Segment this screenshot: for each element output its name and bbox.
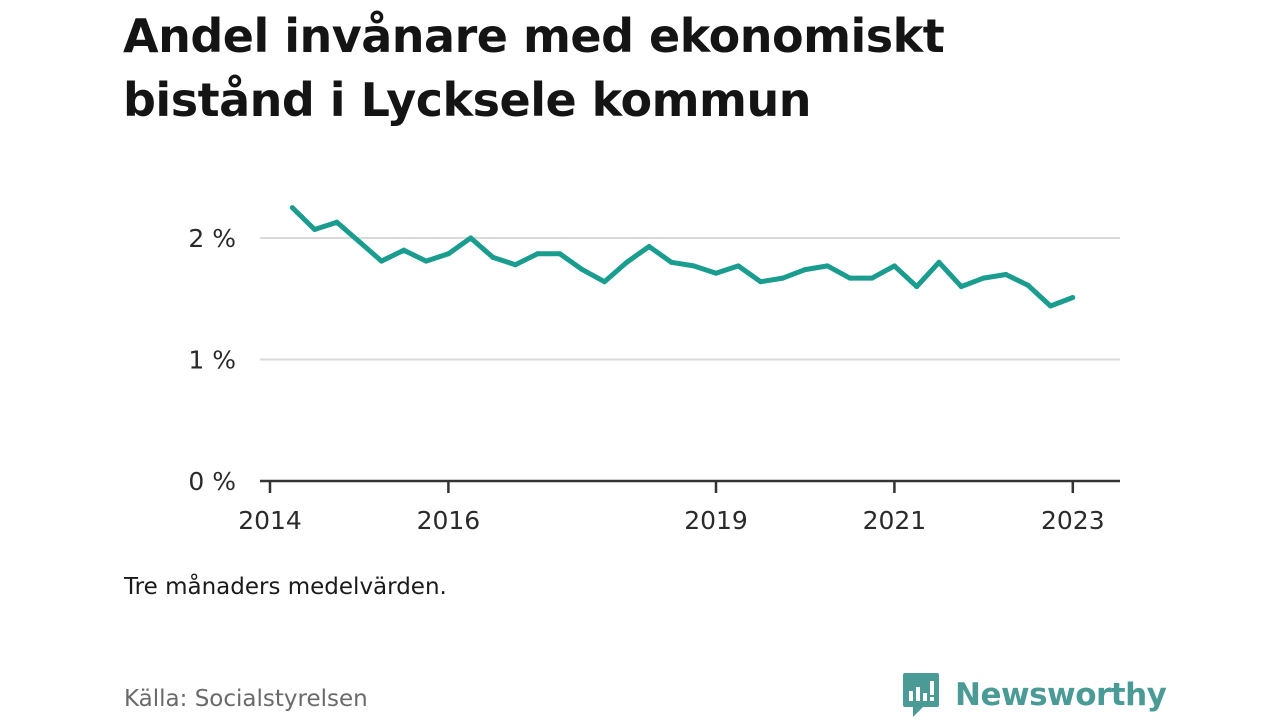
data-point: [825, 263, 830, 269]
gridlines: [260, 237, 1120, 361]
data-point: [602, 279, 607, 285]
data-point: [936, 259, 942, 265]
data-point: [445, 251, 451, 257]
bar-chart-speech-bubble-icon: [903, 673, 939, 717]
data-point: [668, 259, 674, 265]
brand-name: Newsworthy: [955, 677, 1167, 713]
data-point: [512, 262, 518, 268]
data-point: [1025, 282, 1031, 288]
data-point: [401, 247, 407, 253]
data-point: [869, 275, 875, 281]
data-point: [624, 259, 630, 265]
data-point: [891, 263, 897, 269]
data-point: [468, 235, 474, 241]
series-layer: [289, 205, 1076, 309]
data-point: [423, 258, 429, 264]
x-tick-label: 2014: [238, 506, 302, 535]
x-tick-label: 2021: [863, 506, 927, 535]
newsworthy-logo: Newsworthy: [901, 670, 1167, 720]
data-point: [312, 226, 318, 232]
x-tick-label: 2023: [1041, 506, 1105, 535]
data-point: [535, 251, 541, 257]
data-point: [691, 263, 697, 269]
series-line: [290, 205, 1074, 309]
data-point: [958, 284, 964, 290]
data-point: [490, 254, 496, 260]
data-point: [914, 284, 920, 290]
data-point: [379, 258, 384, 264]
data-point: [557, 251, 563, 257]
data-point: [579, 267, 585, 273]
data-point: [981, 275, 987, 281]
data-point: [356, 239, 362, 245]
y-tick-label: 0 %: [188, 467, 236, 496]
data-point: [1003, 271, 1009, 277]
data-point: [1048, 303, 1053, 309]
data-point: [289, 205, 295, 211]
source-credit: Källa: Socialstyrelsen: [124, 686, 368, 712]
data-point: [758, 279, 764, 285]
data-point: [780, 275, 786, 281]
chart-note: Tre månaders medelvärden.: [124, 574, 447, 600]
data-point: [713, 270, 719, 276]
y-tick-label: 2 %: [188, 224, 236, 253]
chart-title: Andel invånare med ekonomiskt bistånd i …: [123, 9, 945, 127]
data-point: [1070, 295, 1076, 301]
x-tick-label: 2019: [684, 506, 748, 535]
data-point: [802, 267, 808, 273]
x-axis: 2014 2016 2019 2021 2023: [238, 479, 1120, 535]
y-axis-tick-labels: 0 % 1 % 2 %: [188, 224, 236, 496]
y-tick-label: 1 %: [188, 346, 236, 375]
data-point: [847, 275, 853, 281]
data-point: [646, 244, 652, 250]
x-tick-label: 2016: [417, 506, 481, 535]
data-point: [735, 263, 741, 269]
data-point: [334, 219, 340, 225]
